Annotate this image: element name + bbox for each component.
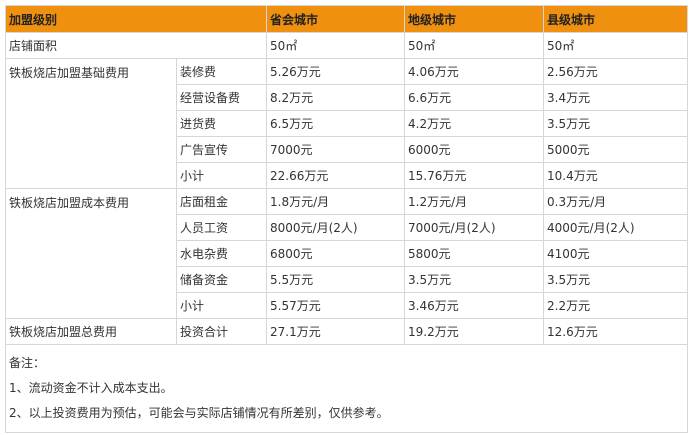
table-row: 经营设备费 8.2万元 6.6万元 3.4万元 [6, 84, 689, 111]
notes-row: 备注： 1、流动资金不计入成本支出。 2、以上投资费用为预估，可能会与实际店铺情… [4, 344, 689, 433]
item-label: 广告宣传 [175, 136, 268, 163]
table-row: 铁板烧店加盟总费用 投资合计 27.1万元 19.2万元 12.6万元 [5, 318, 689, 345]
cell: 50㎡ [543, 32, 689, 59]
header-level: 加盟级别 [4, 5, 268, 33]
notes: 备注： 1、流动资金不计入成本支出。 2、以上投资费用为预估，可能会与实际店铺情… [4, 344, 689, 433]
cell: 2.2万元 [543, 292, 689, 319]
cell: 10.4万元 [543, 162, 689, 189]
cell: 3.46万元 [404, 292, 545, 319]
cell: 50㎡ [266, 32, 406, 59]
cell: 2.56万元 [543, 58, 689, 85]
cell: 27.1万元 [266, 318, 406, 345]
header-provincial: 省会城市 [266, 5, 406, 33]
item-label: 经营设备费 [175, 84, 268, 111]
total-label: 铁板烧店加盟总费用 [5, 318, 177, 345]
cost-section-label: 铁板烧店加盟成本费用 [5, 188, 177, 319]
header-prefecture: 地级城市 [404, 5, 545, 33]
table-row: 进货费 6.5万元 4.2万元 3.5万元 [6, 110, 689, 137]
notes-title: 备注： [9, 356, 46, 370]
item-label: 小计 [175, 162, 268, 189]
cell: 3.5万元 [543, 266, 689, 293]
cell: 50㎡ [404, 32, 545, 59]
cell: 12.6万元 [543, 318, 689, 345]
cell: 4.2万元 [404, 110, 545, 137]
cell: 5000元 [543, 136, 689, 163]
area-label: 店铺面积 [4, 32, 268, 59]
cell: 5800元 [404, 240, 545, 267]
cell: 5.26万元 [266, 58, 406, 85]
cell: 1.2万元/月 [404, 188, 545, 215]
item-label: 进货费 [175, 110, 268, 137]
item-label: 储备资金 [175, 266, 268, 293]
cell: 6.6万元 [404, 84, 545, 111]
cell: 4.06万元 [404, 58, 545, 85]
cell: 15.76万元 [404, 162, 545, 189]
table-row: 储备资金 5.5万元 3.5万元 3.5万元 [6, 266, 689, 293]
table-row: 铁板烧店加盟基础费用 装修费 5.26万元 4.06万元 2.56万元 [5, 58, 689, 189]
table-row: 店铺面积 50㎡ 50㎡ 50㎡ [4, 32, 689, 59]
cell: 8.2万元 [266, 84, 406, 111]
cell: 22.66万元 [266, 162, 406, 189]
cell: 3.5万元 [404, 266, 545, 293]
table-row: 铁板烧店加盟成本费用 店面租金 1.8万元/月 1.2万元/月 0.3万元/月 [5, 188, 689, 319]
cell: 6800元 [266, 240, 406, 267]
header-row: 加盟级别 省会城市 地级城市 县级城市 [4, 5, 689, 33]
total-item: 投资合计 [175, 318, 268, 345]
table-row: 小计 22.66万元 15.76万元 10.4万元 [6, 162, 689, 189]
item-label: 小计 [175, 292, 268, 319]
cell: 5.5万元 [266, 266, 406, 293]
cell: 4100元 [543, 240, 689, 267]
cell: 1.8万元/月 [266, 188, 406, 215]
item-label: 装修费 [175, 58, 268, 85]
table-row: 人员工资 8000元/月(2人) 7000元/月(2人) 4000元/月(2人) [6, 214, 689, 241]
cell: 7000元 [266, 136, 406, 163]
table-row: 广告宣传 7000元 6000元 5000元 [6, 136, 689, 163]
item-label: 水电杂费 [175, 240, 268, 267]
cell: 8000元/月(2人) [266, 214, 406, 241]
franchise-cost-table: 加盟级别 省会城市 地级城市 县级城市 店铺面积 50㎡ 50㎡ 50㎡ 铁板烧… [4, 5, 689, 433]
cell: 19.2万元 [404, 318, 545, 345]
cell: 7000元/月(2人) [404, 214, 545, 241]
item-label: 店面租金 [175, 188, 268, 215]
cell: 3.5万元 [543, 110, 689, 137]
cell: 6.5万元 [266, 110, 406, 137]
note-line: 2、以上投资费用为预估，可能会与实际店铺情况有所差别，仅供参考。 [9, 406, 389, 420]
cell: 4000元/月(2人) [543, 214, 689, 241]
cell: 6000元 [404, 136, 545, 163]
note-line: 1、流动资金不计入成本支出。 [9, 381, 173, 395]
table-row: 水电杂费 6800元 5800元 4100元 [6, 240, 689, 267]
item-label: 人员工资 [175, 214, 268, 241]
header-county: 县级城市 [543, 5, 689, 33]
base-section-label: 铁板烧店加盟基础费用 [5, 58, 177, 189]
cell: 0.3万元/月 [543, 188, 689, 215]
table-row: 小计 5.57万元 3.46万元 2.2万元 [6, 292, 689, 319]
cell: 3.4万元 [543, 84, 689, 111]
cell: 5.57万元 [266, 292, 406, 319]
